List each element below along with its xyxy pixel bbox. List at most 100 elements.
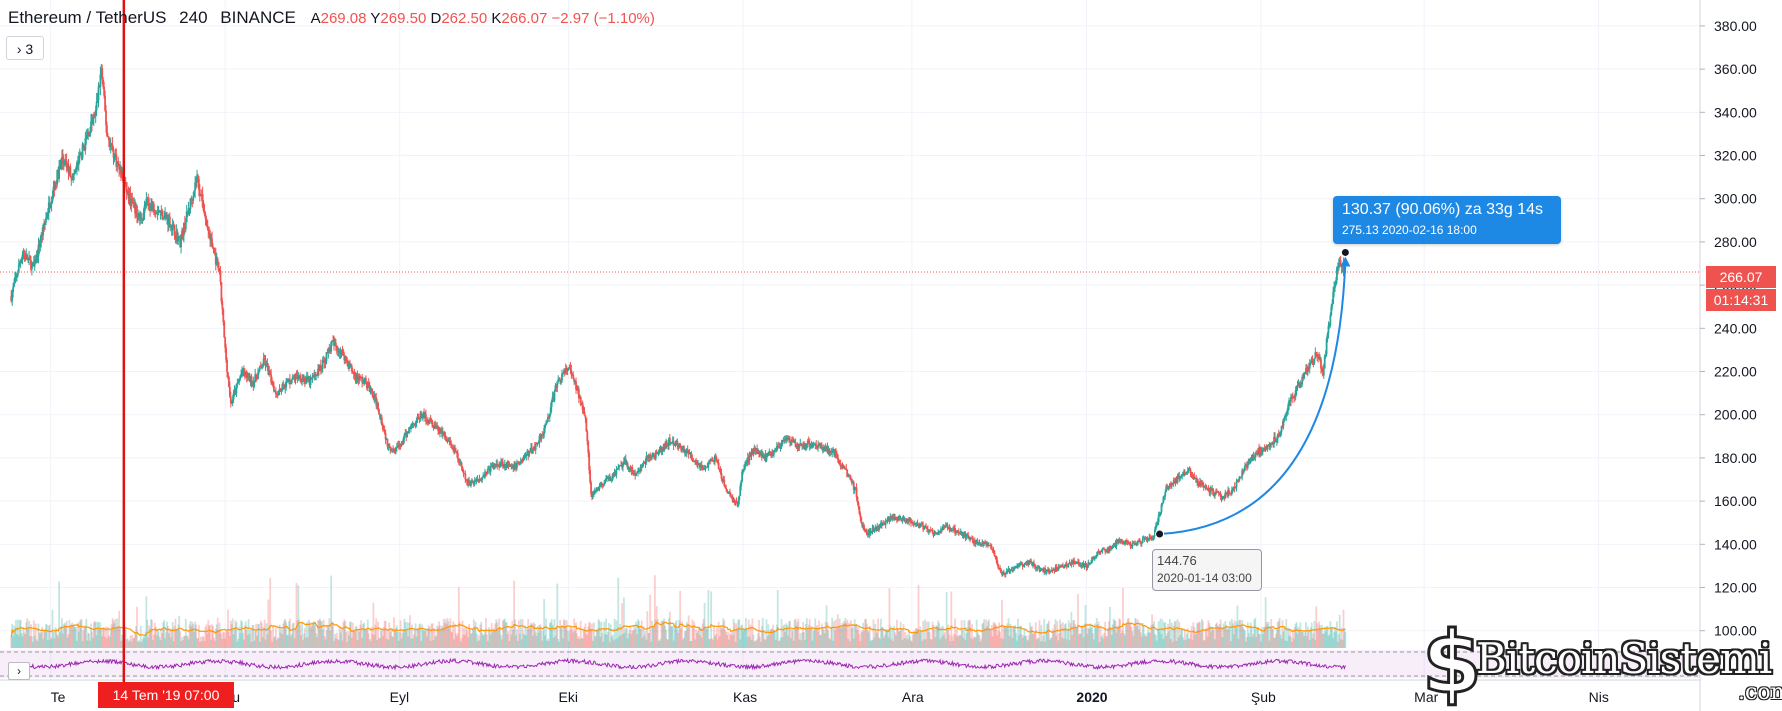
candle-body xyxy=(860,517,863,523)
candle-body xyxy=(1335,280,1337,285)
indicators-toggle-button[interactable]: › 3 xyxy=(6,36,44,60)
candle-body xyxy=(289,379,291,384)
volume-bar xyxy=(1304,632,1306,648)
price-tick-label: 200.00 xyxy=(1714,407,1757,423)
volume-bar xyxy=(349,621,352,648)
symbol-name[interactable]: Ethereum / TetherUS xyxy=(8,8,167,27)
volume-bar xyxy=(486,634,488,648)
volume-bar xyxy=(472,619,475,648)
volume-bar xyxy=(883,635,886,648)
volume-bar xyxy=(360,620,363,648)
candle-body xyxy=(797,445,800,449)
volume-bar xyxy=(247,619,250,648)
volume-bar xyxy=(1169,639,1172,648)
volume-bar xyxy=(694,639,697,648)
volume-bar xyxy=(196,637,198,648)
candle-body xyxy=(306,376,309,381)
volume-bar xyxy=(541,640,544,648)
volume-bar xyxy=(1143,633,1146,648)
volume-bar xyxy=(877,618,880,648)
candle-body xyxy=(109,143,112,147)
volume-bar xyxy=(820,623,823,648)
volume-bar xyxy=(999,631,1002,648)
candle-body xyxy=(137,213,140,220)
candle-body xyxy=(930,529,933,531)
volume-bar xyxy=(928,632,931,648)
low-point-price: 144.76 xyxy=(1157,553,1197,568)
volume-bar xyxy=(1013,626,1016,648)
volume-bar xyxy=(583,627,586,648)
volume-bar xyxy=(125,639,128,648)
volume-bar xyxy=(665,629,668,648)
candle-body xyxy=(434,425,437,428)
volume-bar xyxy=(668,611,671,648)
volume-bar xyxy=(1120,633,1123,648)
candle-body xyxy=(421,417,424,419)
candle-body xyxy=(1290,397,1293,399)
candle-body xyxy=(392,448,395,450)
candle-body xyxy=(34,259,37,264)
rsi-toggle-button[interactable]: › xyxy=(8,662,30,680)
candle-body xyxy=(1327,325,1330,334)
symbol-interval[interactable]: 240 xyxy=(179,8,208,27)
candle-body xyxy=(665,442,668,449)
candle-body xyxy=(144,205,147,207)
candle-body xyxy=(852,482,855,490)
candle-body xyxy=(235,384,238,393)
volume-bar xyxy=(1245,637,1248,648)
volume-bar xyxy=(167,633,170,648)
volume-bar xyxy=(855,623,858,648)
candle-body xyxy=(802,444,804,446)
volume-bar xyxy=(212,626,214,648)
volume-bar xyxy=(418,624,421,648)
volume-bar xyxy=(16,619,19,648)
candle-body xyxy=(1123,542,1126,544)
volume-bar xyxy=(256,635,258,648)
candle-body xyxy=(1017,565,1019,567)
volume-bar xyxy=(759,636,761,648)
volume-bar xyxy=(1067,620,1070,648)
volume-bar xyxy=(673,625,676,648)
candle-body xyxy=(119,168,121,170)
volume-bar xyxy=(1252,633,1255,648)
volume-bar xyxy=(765,619,768,648)
candle-body xyxy=(258,366,261,370)
volume-bar xyxy=(683,631,686,648)
volume-bar xyxy=(310,625,313,648)
volume-bar xyxy=(878,637,880,648)
volume-bar xyxy=(1081,626,1084,648)
measure-tooltip[interactable]: 130.37 (90.06%) za 33g 14s 275.13 2020-0… xyxy=(1333,196,1561,244)
volume-bar xyxy=(378,637,380,648)
candle-body xyxy=(1057,566,1060,571)
volume-bar xyxy=(1102,638,1105,648)
volume-bar xyxy=(152,634,155,648)
volume-bar xyxy=(341,640,344,648)
candle-body xyxy=(983,542,986,545)
volume-bar xyxy=(693,621,696,648)
candle-body xyxy=(643,461,646,464)
candle-body xyxy=(534,443,537,450)
volume-bar xyxy=(440,625,443,648)
volume-bar xyxy=(782,625,785,648)
candle-body xyxy=(1108,545,1111,551)
volume-bar xyxy=(278,624,281,648)
volume-bar xyxy=(503,618,506,648)
volume-bar xyxy=(1219,619,1222,648)
candle-body xyxy=(586,431,589,442)
candle-body xyxy=(170,225,173,231)
candle-body xyxy=(338,351,341,354)
volume-bar xyxy=(1010,627,1013,648)
volume-bar xyxy=(1172,625,1175,648)
candle-body xyxy=(909,519,911,521)
candle-body xyxy=(1036,567,1039,569)
volume-bar xyxy=(1235,621,1238,648)
volume-bar xyxy=(210,639,212,648)
candle-body xyxy=(462,470,465,474)
volume-bar xyxy=(1224,621,1227,648)
volume-bar xyxy=(1002,626,1005,648)
volume-bar xyxy=(141,639,144,648)
candle-body xyxy=(865,530,867,532)
candle-body xyxy=(133,201,136,203)
volume-bar xyxy=(997,630,1000,648)
